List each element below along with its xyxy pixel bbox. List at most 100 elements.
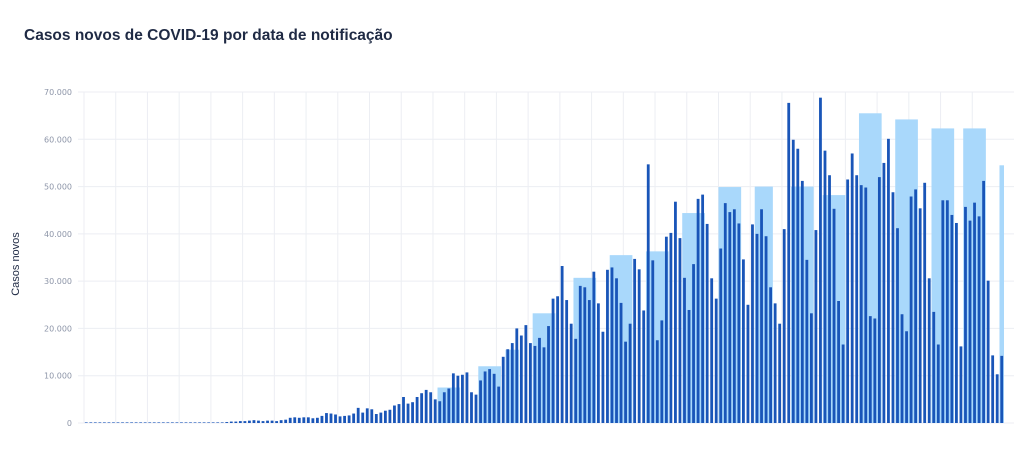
daily-bar: [742, 259, 745, 423]
daily-bar: [479, 380, 482, 423]
daily-bar: [311, 418, 315, 423]
daily-bar: [388, 409, 392, 423]
daily-bar: [610, 267, 614, 423]
daily-bar: [909, 196, 913, 423]
daily-bar: [143, 422, 147, 423]
daily-bar: [728, 212, 732, 423]
daily-bar: [338, 416, 342, 423]
daily-bar: [211, 422, 215, 423]
daily-bar: [84, 422, 88, 423]
daily-bar: [284, 419, 288, 423]
daily-bar: [356, 407, 360, 423]
daily-bar: [306, 417, 310, 423]
weekly-bar: [754, 186, 773, 423]
daily-bar: [406, 403, 410, 423]
daily-bar: [624, 341, 627, 423]
daily-bar: [556, 296, 560, 423]
daily-bar: [606, 269, 609, 423]
daily-bar: [565, 300, 569, 423]
daily-bar: [329, 413, 333, 423]
daily-bar: [102, 422, 106, 423]
daily-bar: [365, 408, 369, 423]
daily-bar: [170, 422, 174, 423]
daily-bar: [225, 422, 229, 423]
daily-bar: [746, 304, 750, 423]
daily-bar: [596, 303, 600, 423]
daily-bar: [261, 421, 265, 423]
daily-bar: [755, 233, 759, 423]
daily-bar: [805, 259, 809, 423]
daily-bar: [995, 374, 999, 423]
daily-bar: [782, 229, 786, 423]
daily-bar: [737, 223, 741, 423]
daily-bar: [461, 374, 464, 423]
daily-bar: [569, 323, 573, 423]
daily-bar: [751, 224, 754, 423]
daily-bar: [955, 222, 958, 423]
daily-bar: [968, 220, 972, 423]
daily-bar: [152, 422, 156, 423]
daily-bar: [959, 346, 963, 423]
y-tick-label: 20.000: [44, 324, 72, 333]
daily-bar: [470, 392, 473, 423]
daily-bar: [438, 401, 442, 423]
daily-bar: [719, 248, 723, 423]
daily-bar: [347, 415, 351, 423]
daily-bar: [823, 150, 827, 424]
daily-bar: [950, 214, 954, 423]
daily-bar: [850, 153, 854, 423]
daily-bar: [642, 310, 646, 423]
daily-bar: [701, 194, 705, 423]
daily-bar: [198, 422, 201, 423]
daily-bar: [819, 97, 822, 423]
daily-bar: [519, 335, 523, 423]
daily-bar: [687, 309, 691, 423]
daily-bar: [279, 420, 283, 423]
daily-bar: [791, 139, 795, 423]
daily-bar: [451, 373, 455, 423]
daily-bar: [488, 369, 492, 423]
daily-bar: [297, 417, 301, 423]
daily-bar: [837, 301, 840, 423]
daily-bar: [501, 356, 505, 423]
daily-bar: [800, 180, 804, 423]
daily-bar: [601, 331, 605, 423]
daily-bar: [655, 340, 659, 423]
daily-bar: [778, 323, 782, 423]
daily-bar: [760, 209, 763, 423]
daily-bar: [234, 421, 238, 423]
daily-bar: [982, 180, 986, 423]
daily-bar: [583, 287, 587, 423]
daily-bar: [809, 313, 813, 423]
daily-bar: [424, 389, 428, 423]
y-ticks: 0 10.000 20.000 30.000 40.000 50.000 60.000 70.…: [44, 88, 72, 428]
daily-bar: [574, 338, 578, 423]
daily-bar: [315, 417, 319, 423]
daily-bar: [411, 402, 414, 423]
daily-bar: [442, 392, 446, 423]
daily-bar: [465, 372, 469, 423]
daily-bar: [402, 396, 405, 423]
daily-bar: [220, 422, 224, 423]
y-tick-label: 10.000: [44, 372, 72, 381]
daily-bar: [723, 203, 727, 423]
daily-bar: [891, 192, 895, 423]
daily-bar: [180, 422, 183, 423]
daily-bar: [896, 228, 899, 423]
daily-bar: [705, 223, 709, 423]
daily-bar: [293, 417, 297, 423]
daily-bar: [674, 201, 677, 423]
daily-bar: [973, 202, 976, 423]
daily-bar: [189, 422, 192, 423]
daily-bar: [551, 298, 555, 423]
daily-bar: [873, 318, 877, 423]
daily-bar: [352, 413, 356, 423]
daily-bar: [121, 422, 124, 423]
y-tick-label: 50.000: [44, 183, 72, 192]
daily-bar: [846, 179, 850, 423]
daily-bar: [964, 206, 967, 423]
daily-bar: [710, 278, 714, 423]
daily-bar: [320, 415, 324, 423]
y-tick-label: 40.000: [44, 230, 72, 239]
